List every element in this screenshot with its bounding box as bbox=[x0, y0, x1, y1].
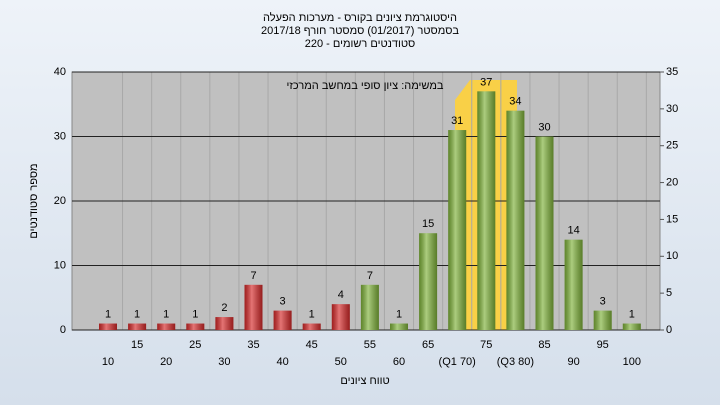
y-tick-label: 20 bbox=[54, 195, 66, 207]
x-tick-label: 20 bbox=[160, 356, 172, 368]
data-label: 14 bbox=[567, 225, 579, 237]
data-label: 3 bbox=[280, 296, 286, 308]
y2-tick-label: 25 bbox=[666, 140, 678, 152]
y2-tick-label: 15 bbox=[666, 213, 678, 225]
bar-shine bbox=[302, 323, 321, 330]
data-label: 1 bbox=[396, 308, 402, 320]
data-label: 34 bbox=[509, 96, 521, 108]
data-label: 7 bbox=[250, 270, 256, 282]
x-axis-label: טווח ציונים bbox=[340, 375, 389, 387]
bar-shine bbox=[157, 323, 176, 330]
bar-shine bbox=[215, 317, 234, 330]
y-tick-label: 30 bbox=[54, 130, 66, 142]
bar-shine bbox=[360, 284, 379, 330]
chart-title: בסמסטר (01/2017) סמסטר חורף 2017/18 bbox=[261, 25, 459, 37]
bar-shine bbox=[535, 136, 554, 330]
x-tick-label: 55 bbox=[364, 339, 376, 351]
chart-title: סטודנטים רשומים - 220 bbox=[305, 38, 416, 50]
x-tick-label: 65 bbox=[422, 339, 434, 351]
data-label: 31 bbox=[451, 115, 463, 127]
x-tick-label: 10 bbox=[102, 356, 114, 368]
data-label: 1 bbox=[309, 308, 315, 320]
x-tick-label: 40 bbox=[276, 356, 288, 368]
data-label: 1 bbox=[134, 308, 140, 320]
bar-shine bbox=[273, 310, 292, 330]
y2-tick-label: 0 bbox=[666, 324, 672, 336]
annotation: במשימה: ציון סופי במחשב המרכזי bbox=[287, 80, 444, 92]
y-axis-label: מספר סטודנטים bbox=[28, 163, 40, 238]
bar-shine bbox=[128, 323, 147, 330]
data-label: 1 bbox=[629, 308, 635, 320]
data-label: 37 bbox=[480, 76, 492, 88]
data-label: 4 bbox=[338, 289, 344, 301]
bar-shine bbox=[419, 233, 438, 330]
x-tick-label: 85 bbox=[538, 339, 550, 351]
bar-shine bbox=[99, 323, 117, 330]
x-tick-label: 25 bbox=[189, 339, 201, 351]
x-tick-label: 100 bbox=[623, 356, 641, 368]
bar-shine bbox=[593, 310, 612, 330]
x-tick-label: 15 bbox=[131, 339, 143, 351]
bar-shine bbox=[506, 110, 525, 330]
data-label: 1 bbox=[163, 308, 169, 320]
bar-shine bbox=[186, 323, 205, 330]
y2-tick-label: 35 bbox=[666, 66, 678, 78]
x-tick-label: (Q3 80) bbox=[497, 356, 534, 368]
y2-tick-label: 5 bbox=[666, 287, 672, 299]
y-tick-label: 10 bbox=[54, 259, 66, 271]
x-tick-label: (Q1 70) bbox=[439, 356, 476, 368]
bar-shine bbox=[622, 323, 641, 330]
data-label: 1 bbox=[105, 308, 111, 320]
x-tick-label: 45 bbox=[306, 339, 318, 351]
bar-shine bbox=[331, 304, 350, 330]
data-label: 3 bbox=[600, 296, 606, 308]
x-tick-label: 95 bbox=[597, 339, 609, 351]
bar-shine bbox=[244, 284, 263, 330]
bar-shine bbox=[477, 91, 496, 330]
bar-shine bbox=[564, 239, 583, 330]
chart-title: היסטוגרמת ציונים בקורס - מערכות הפעלה bbox=[263, 11, 457, 24]
x-tick-label: 60 bbox=[393, 356, 405, 368]
data-label: 15 bbox=[422, 218, 434, 230]
data-label: 7 bbox=[367, 270, 373, 282]
data-label: 2 bbox=[221, 302, 227, 314]
x-tick-label: 90 bbox=[567, 356, 579, 368]
bar-shine bbox=[448, 130, 467, 330]
x-tick-label: 50 bbox=[335, 356, 347, 368]
y2-tick-label: 30 bbox=[666, 103, 678, 115]
data-label: 30 bbox=[538, 121, 550, 133]
data-label: 1 bbox=[192, 308, 198, 320]
y2-tick-label: 10 bbox=[666, 250, 678, 262]
x-tick-label: 75 bbox=[480, 339, 492, 351]
x-tick-label: 30 bbox=[218, 356, 230, 368]
x-tick-label: 35 bbox=[247, 339, 259, 351]
bar-shine bbox=[390, 323, 408, 330]
y-tick-label: 40 bbox=[54, 66, 66, 78]
y2-tick-label: 20 bbox=[666, 176, 678, 188]
y-tick-label: 0 bbox=[60, 324, 66, 336]
